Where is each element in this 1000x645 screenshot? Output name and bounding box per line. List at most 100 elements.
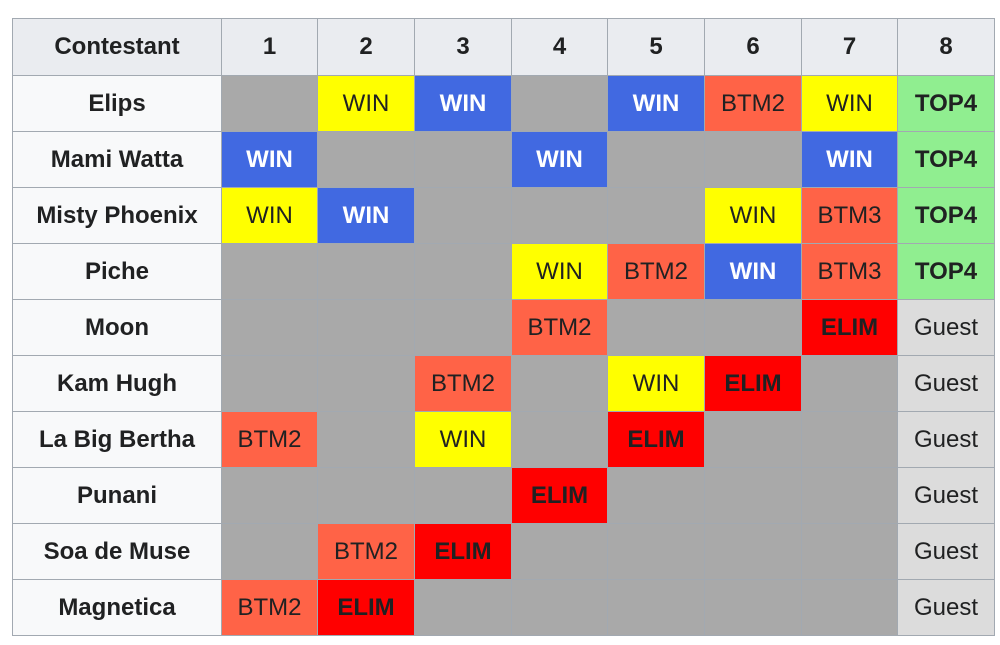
contestant-name: La Big Bertha: [12, 411, 222, 468]
result-cell: [317, 355, 415, 412]
contestant-name: Magnetica: [12, 579, 222, 636]
result-cell: TOP4: [897, 75, 995, 132]
result-cell: BTM3: [801, 187, 898, 244]
table-row: Magnetica BTM2 ELIM Guest: [12, 579, 995, 636]
progress-table: Contestant 1 2 3 4 5 6 7 8 Elips WIN WIN WIN BTM2 WIN…: [12, 18, 995, 636]
result-cell: [221, 523, 318, 580]
header-row: Contestant 1 2 3 4 5 6 7 8: [12, 18, 995, 76]
result-cell: [221, 467, 318, 524]
header-contestant: Contestant: [12, 18, 222, 76]
result-cell: [801, 579, 898, 636]
result-cell: WIN: [511, 243, 608, 300]
result-cell: BTM2: [317, 523, 415, 580]
result-cell: [317, 467, 415, 524]
table-row: Punani ELIM Guest: [12, 467, 995, 524]
result-cell: [801, 411, 898, 468]
result-cell: Guest: [897, 411, 995, 468]
result-cell: [704, 131, 802, 188]
result-cell: [704, 579, 802, 636]
contestant-name: Mami Watta: [12, 131, 222, 188]
header-episode: 7: [801, 18, 898, 76]
contestant-name: Kam Hugh: [12, 355, 222, 412]
result-cell: [317, 411, 415, 468]
header-episode: 1: [221, 18, 318, 76]
result-cell: [607, 187, 705, 244]
result-cell: ELIM: [414, 523, 512, 580]
header-episode: 6: [704, 18, 802, 76]
table-row: Kam Hugh BTM2 WIN ELIM Guest: [12, 355, 995, 412]
result-cell: WIN: [801, 75, 898, 132]
result-cell: WIN: [317, 75, 415, 132]
header-episode: 5: [607, 18, 705, 76]
result-cell: Guest: [897, 523, 995, 580]
table-row: Moon BTM2 ELIM Guest: [12, 299, 995, 356]
contestant-name: Elips: [12, 75, 222, 132]
result-cell: WIN: [414, 411, 512, 468]
result-cell: ELIM: [607, 411, 705, 468]
result-cell: [607, 299, 705, 356]
result-cell: [704, 523, 802, 580]
header-episode: 2: [317, 18, 415, 76]
result-cell: ELIM: [801, 299, 898, 356]
result-cell: [801, 467, 898, 524]
result-cell: WIN: [221, 131, 318, 188]
table-row: Soa de Muse BTM2 ELIM Guest: [12, 523, 995, 580]
result-cell: WIN: [607, 75, 705, 132]
result-cell: [221, 243, 318, 300]
result-cell: ELIM: [511, 467, 608, 524]
result-cell: ELIM: [317, 579, 415, 636]
table-row: Piche WIN BTM2 WIN BTM3 TOP4: [12, 243, 995, 300]
result-cell: BTM2: [607, 243, 705, 300]
result-cell: [607, 579, 705, 636]
header-episode: 3: [414, 18, 512, 76]
table-row: Misty Phoenix WIN WIN WIN BTM3 TOP4: [12, 187, 995, 244]
result-cell: Guest: [897, 355, 995, 412]
result-cell: TOP4: [897, 187, 995, 244]
result-cell: WIN: [221, 187, 318, 244]
result-cell: [511, 523, 608, 580]
header-episode: 8: [897, 18, 995, 76]
result-cell: [221, 75, 318, 132]
result-cell: Guest: [897, 579, 995, 636]
result-cell: ELIM: [704, 355, 802, 412]
contestant-name: Soa de Muse: [12, 523, 222, 580]
result-cell: WIN: [704, 243, 802, 300]
result-cell: WIN: [607, 355, 705, 412]
result-cell: [414, 243, 512, 300]
result-cell: BTM2: [511, 299, 608, 356]
result-cell: [511, 579, 608, 636]
result-cell: [414, 467, 512, 524]
result-cell: Guest: [897, 299, 995, 356]
result-cell: WIN: [801, 131, 898, 188]
result-cell: [414, 579, 512, 636]
result-cell: BTM2: [221, 411, 318, 468]
result-cell: [511, 411, 608, 468]
result-cell: Guest: [897, 467, 995, 524]
contestant-name: Moon: [12, 299, 222, 356]
result-cell: [607, 131, 705, 188]
result-cell: [511, 187, 608, 244]
result-cell: BTM3: [801, 243, 898, 300]
result-cell: [221, 299, 318, 356]
result-cell: [704, 299, 802, 356]
result-cell: [511, 355, 608, 412]
result-cell: [704, 467, 802, 524]
result-cell: TOP4: [897, 131, 995, 188]
result-cell: BTM2: [221, 579, 318, 636]
table-row: La Big Bertha BTM2 WIN ELIM Guest: [12, 411, 995, 468]
result-cell: [221, 355, 318, 412]
result-cell: [801, 355, 898, 412]
result-cell: TOP4: [897, 243, 995, 300]
table-row: Elips WIN WIN WIN BTM2 WIN TOP4: [12, 75, 995, 132]
result-cell: [607, 467, 705, 524]
contestant-name: Piche: [12, 243, 222, 300]
result-cell: WIN: [414, 75, 512, 132]
table-body: Elips WIN WIN WIN BTM2 WIN TOP4 Mami Watta WIN WI…: [12, 75, 995, 636]
result-cell: BTM2: [414, 355, 512, 412]
contestant-name: Punani: [12, 467, 222, 524]
table-row: Mami Watta WIN WIN WIN TOP4: [12, 131, 995, 188]
contestant-name: Misty Phoenix: [12, 187, 222, 244]
result-cell: [317, 243, 415, 300]
result-cell: [704, 411, 802, 468]
result-cell: [414, 187, 512, 244]
